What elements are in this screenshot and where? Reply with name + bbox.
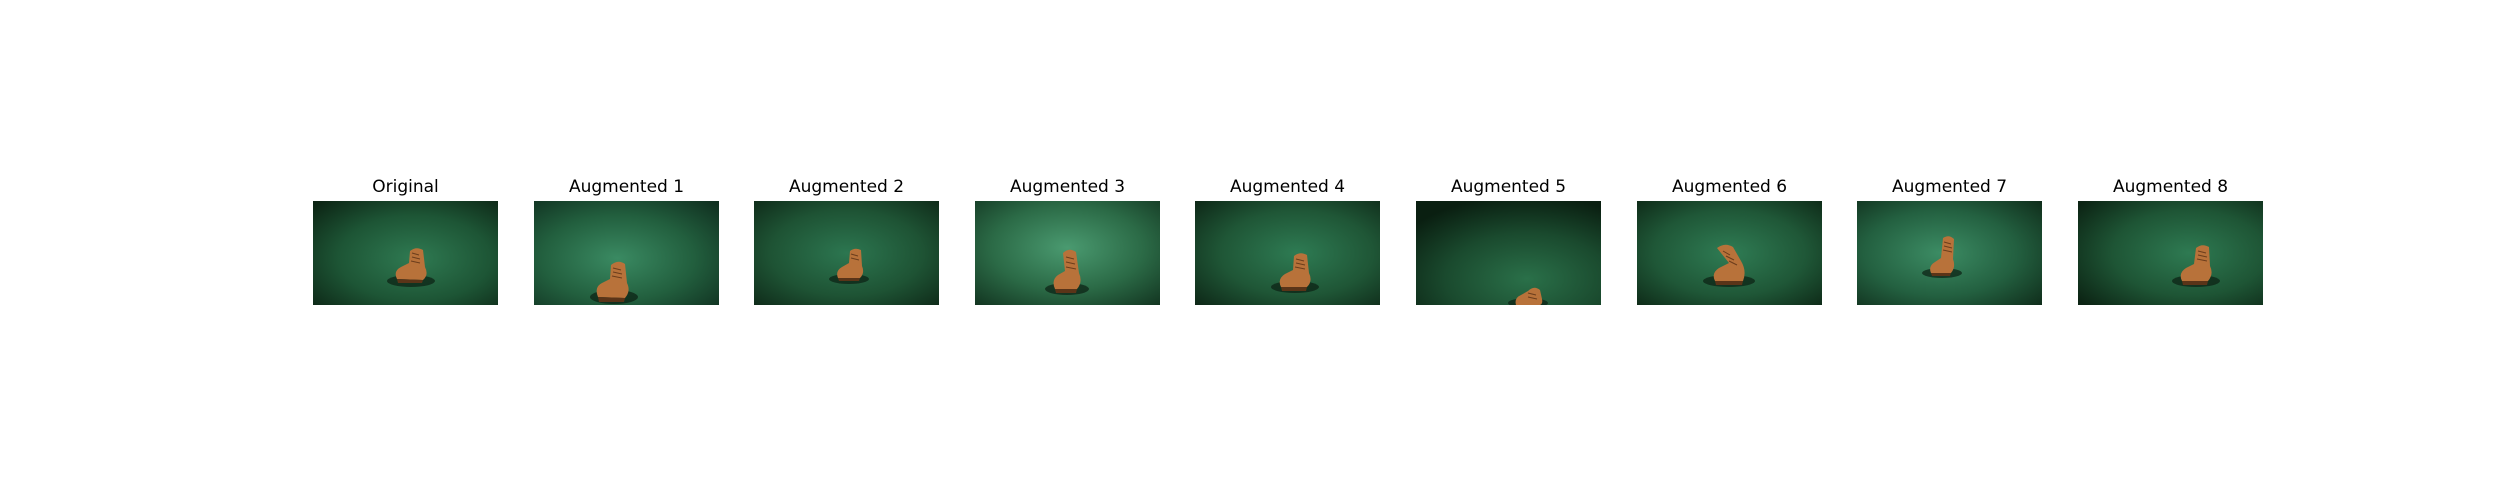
panel-title: Augmented 4 (1229, 177, 1346, 197)
panel-augmented-2: Augmented 2 (754, 170, 939, 305)
panel-title: Augmented 8 (2112, 177, 2229, 197)
panel-augmented-3: Augmented 3 (975, 170, 1160, 305)
panel-title: Augmented 3 (1009, 177, 1126, 197)
panel-title: Augmented 6 (1671, 177, 1788, 197)
boot-photo (975, 201, 1160, 305)
panel-augmented-1: Augmented 1 (534, 170, 719, 305)
boot-photo (754, 201, 939, 305)
boot-photo (1416, 201, 1601, 305)
boot-photo (1857, 201, 2042, 305)
panel-augmented-4: Augmented 4 (1195, 170, 1380, 305)
panel-title: Augmented 1 (568, 177, 685, 197)
boot-photo (1195, 201, 1380, 305)
panel-augmented-8: Augmented 8 (2078, 170, 2263, 305)
panel-title: Augmented 2 (788, 177, 905, 197)
panel-augmented-6: Augmented 6 (1637, 170, 1822, 305)
boot-photo (2078, 201, 2263, 305)
boot-photo (534, 201, 719, 305)
panel-augmented-7: Augmented 7 (1857, 170, 2042, 305)
panel-augmented-5: Augmented 5 (1416, 170, 1601, 305)
panel-title: Augmented 5 (1450, 177, 1567, 197)
panel-title: Original (372, 177, 439, 197)
boot-photo (1637, 201, 1822, 305)
panel-original: Original (313, 170, 498, 305)
panel-title: Augmented 7 (1891, 177, 2008, 197)
boot-photo (313, 201, 498, 305)
